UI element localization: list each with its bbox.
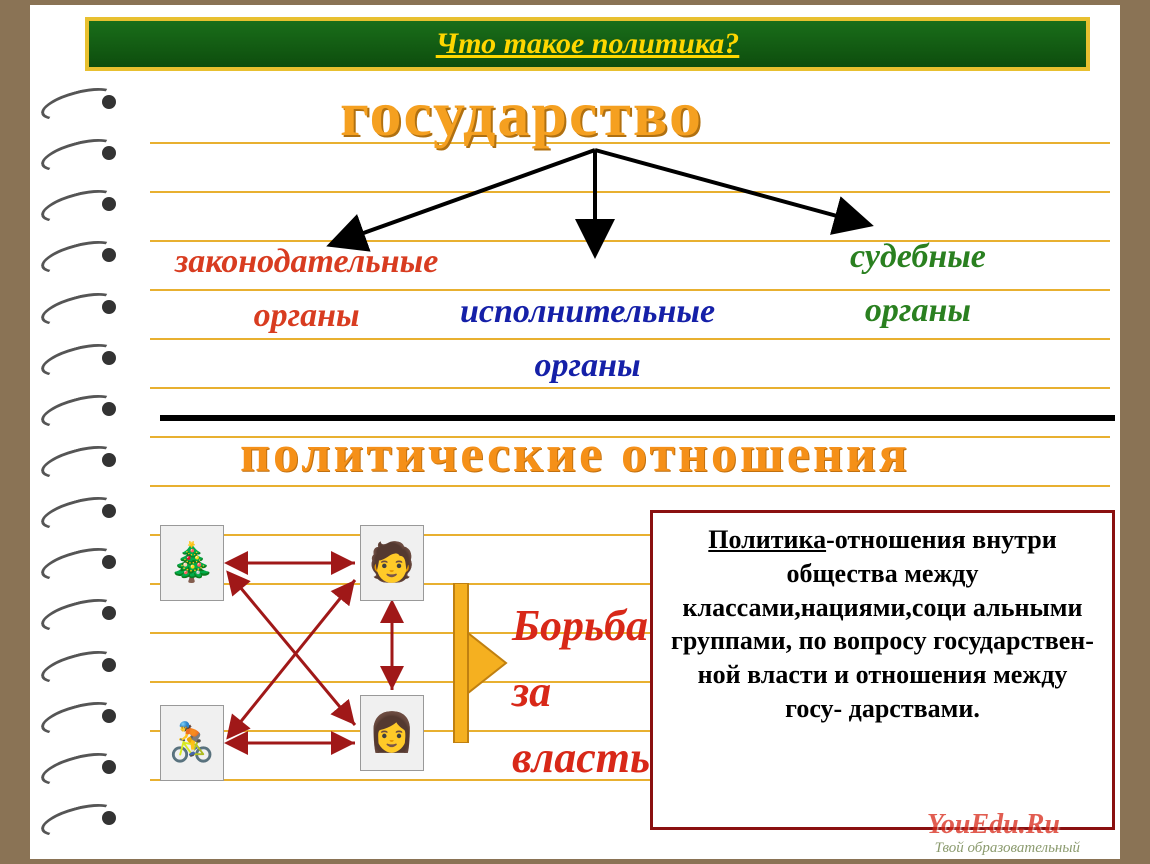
- fight-line2: за власть: [512, 659, 650, 791]
- actor-icon-c: 🧑: [360, 525, 424, 601]
- header-bar: Что такое политика?: [85, 17, 1090, 71]
- header-title: Что такое политика?: [436, 27, 740, 61]
- branch-judicial: судебные органы: [850, 230, 986, 339]
- divider-line: [160, 415, 1115, 421]
- branch-right-l1: судебные органы: [850, 238, 986, 329]
- actor-icon-a: 🎄: [160, 525, 224, 601]
- fight-line1: Борьба: [512, 593, 650, 659]
- definition-term: Политика: [708, 525, 826, 554]
- branch-executive: исполнительные органы: [460, 285, 715, 394]
- big-arrow-icon: [448, 583, 508, 743]
- watermark: YouEdu.Ru: [927, 809, 1060, 841]
- main-heading: государство: [340, 77, 703, 151]
- actor-icon-d: 👩: [360, 695, 424, 771]
- relations-diagram: 🎄 🚴 🧑 👩 Борьба за власть: [160, 505, 630, 815]
- definition-box: Политика-отношения внутри общества между…: [650, 510, 1115, 830]
- sub-heading: политические отношения: [240, 425, 910, 484]
- branch-legislative: законодательные органы: [175, 235, 438, 344]
- spiral-binding: [30, 75, 150, 845]
- definition-body: -отношения внутри общества между классам…: [671, 525, 1094, 723]
- fight-for-power: Борьба за власть: [512, 593, 650, 791]
- branch-left-l1: законодательные органы: [175, 243, 438, 334]
- paper-frame: Что такое политика? государство законода…: [30, 5, 1120, 859]
- watermark-sub: Твой образовательный: [935, 840, 1080, 857]
- branch-mid-l1: исполнительные органы: [460, 293, 715, 384]
- actor-icon-b: 🚴: [160, 705, 224, 781]
